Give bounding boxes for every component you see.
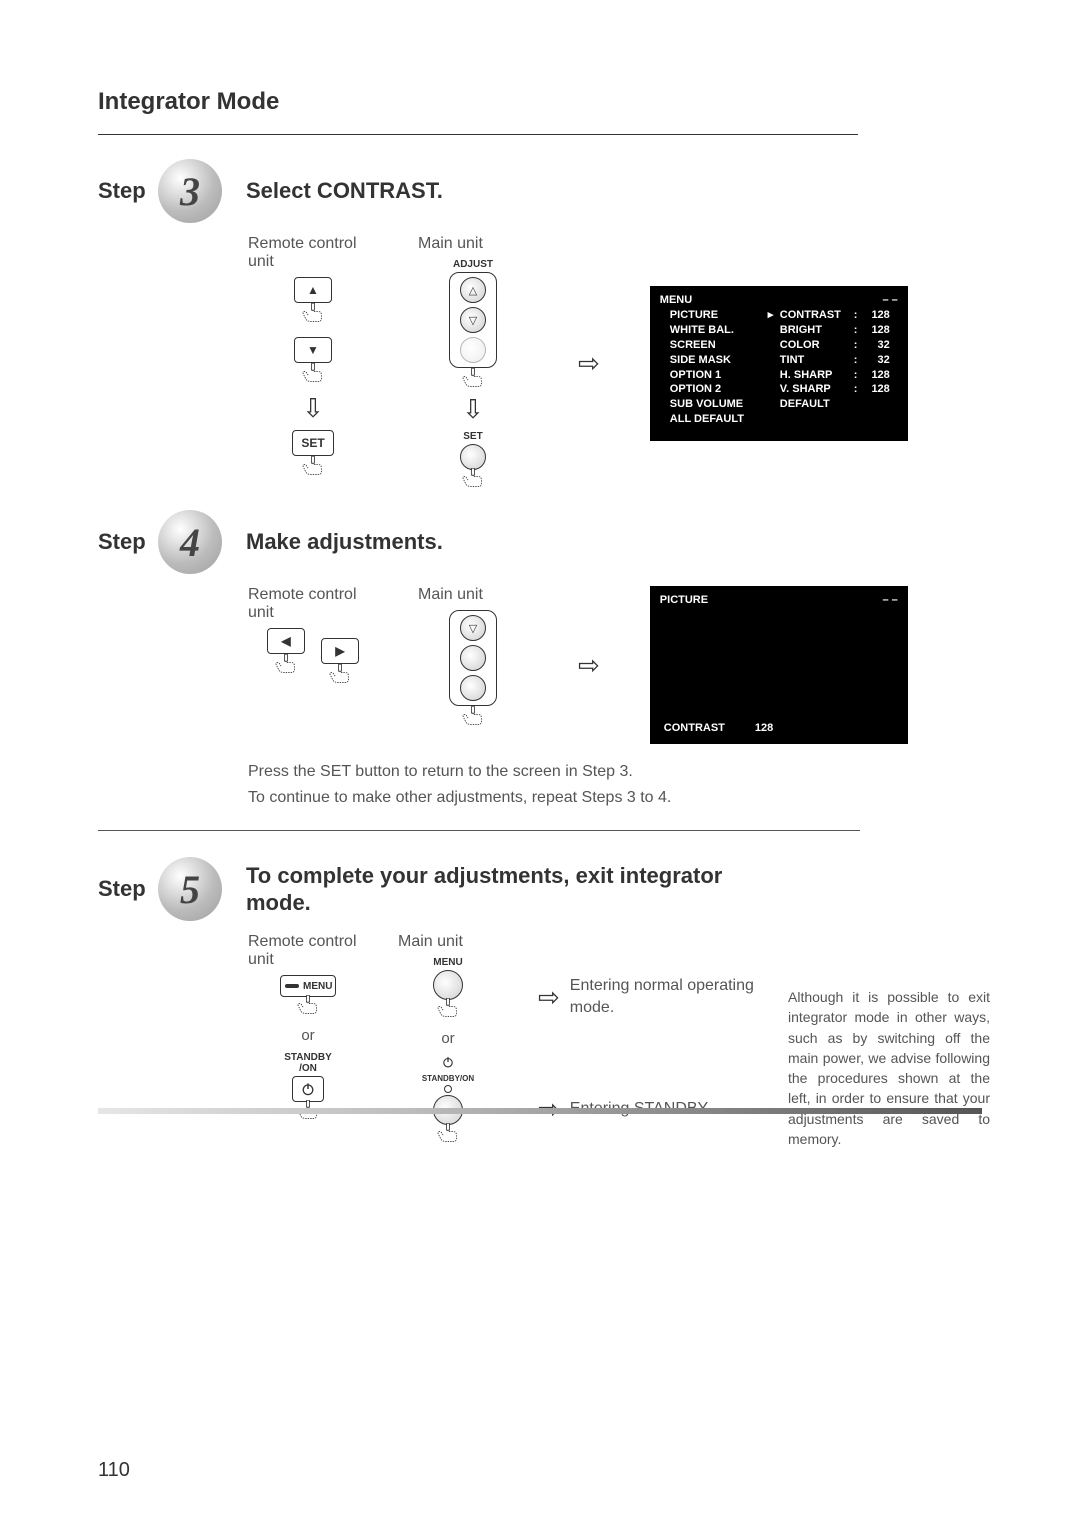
- remote-menu-button[interactable]: MENU: [280, 975, 336, 997]
- adjust-panel: ▽: [449, 610, 497, 706]
- section-title: Integrator Mode: [98, 88, 858, 135]
- adjust-panel: △ ▽: [449, 272, 497, 368]
- arrow-down-icon: ⇩: [418, 394, 528, 425]
- menu-left-item: SIDE MASK: [670, 353, 780, 368]
- standby-label: STANDBY /ON: [248, 1052, 368, 1074]
- step-word: Step: [98, 178, 158, 204]
- menu-dash: – –: [883, 294, 898, 306]
- step5-note: Although it is possible to exit integrat…: [788, 987, 990, 1165]
- hand-icon: [459, 368, 487, 388]
- adjust-up-knob[interactable]: △: [460, 277, 486, 303]
- hand-icon: [434, 998, 462, 1018]
- step-word: Step: [98, 876, 158, 902]
- adjust-down-knob[interactable]: [460, 675, 486, 701]
- menu-right-row: CONTRAST:128: [780, 308, 898, 323]
- remote-left-button[interactable]: ◀: [267, 628, 305, 654]
- menu-right-row: TINT:32: [780, 353, 898, 368]
- step4-header: Step 4 Make adjustments.: [98, 510, 990, 574]
- led-icon: [444, 1085, 452, 1093]
- menu-right-row: BRIGHT:128: [780, 323, 898, 338]
- remote-label: Remote control unit: [248, 235, 378, 271]
- step5-body: Remote control unit MENU or STANDBY /ON …: [248, 933, 788, 1147]
- step4-body-text1: Press the SET button to return to the sc…: [248, 760, 990, 784]
- adjust-up-knob[interactable]: ▽: [460, 615, 486, 641]
- step5-number: 5: [180, 866, 200, 913]
- set-knob[interactable]: [460, 444, 486, 470]
- result1: Entering normal operating mode.: [570, 975, 770, 1020]
- remote-right-button[interactable]: ▶: [321, 638, 359, 664]
- menu-right-row: DEFAULT: [780, 397, 898, 412]
- step3-circle: 3: [158, 159, 222, 223]
- menu-left-item: OPTION 1: [670, 368, 780, 383]
- remote-down-button[interactable]: ▼: [294, 337, 332, 363]
- step4-number: 4: [180, 519, 200, 566]
- step4-body-text2: To continue to make other adjustments, r…: [248, 786, 990, 810]
- main-menu-knob[interactable]: [433, 970, 463, 1000]
- step5-title: To complete your adjustments, exit integ…: [246, 862, 786, 917]
- step3-number: 3: [180, 168, 200, 215]
- remote-standby-button[interactable]: [292, 1076, 324, 1102]
- menu-right-row: V. SHARP:128: [780, 382, 898, 397]
- step5-circle: 5: [158, 857, 222, 921]
- or-label: or: [398, 1030, 498, 1047]
- arrow-down-icon: ⇩: [248, 393, 378, 424]
- step3-header: Step 3 Select CONTRAST.: [98, 159, 990, 223]
- step4-body: Remote control unit ◀ ▶ Main unit ▽: [248, 586, 990, 810]
- menu-left-item: SCREEN: [670, 338, 780, 353]
- remote-set-button[interactable]: SET: [292, 430, 334, 456]
- hand-icon: [459, 468, 487, 488]
- arrow-right-icon: ⇨: [578, 650, 600, 681]
- arrow-right-icon: ⇨: [538, 982, 560, 1013]
- hand-icon: [299, 363, 327, 383]
- menu-left-item: PICTURE: [670, 308, 780, 323]
- contrast-label: CONTRAST: [664, 722, 725, 734]
- menu-left-item: SUB VOLUME: [670, 397, 780, 412]
- adjust-down-knob[interactable]: ▽: [460, 307, 486, 333]
- hand-icon: [299, 456, 327, 476]
- osd-picture: PICTURE – – CONTRAST 128: [650, 586, 908, 744]
- hand-icon: [459, 706, 487, 726]
- step3-body: Remote control unit ▲ ▼ ⇩ SET Main unit: [248, 235, 990, 492]
- hand-icon: [434, 1123, 462, 1143]
- menu-title: MENU: [660, 294, 692, 306]
- standby-main-label: STANDBY/ON: [398, 1074, 498, 1083]
- adjust-knob[interactable]: [460, 337, 486, 363]
- contrast-value: 128: [755, 722, 773, 734]
- step5-header: Step 5 To complete your adjustments, exi…: [98, 857, 990, 921]
- mainunit-label: Main unit: [418, 235, 528, 253]
- mainunit-label: Main unit: [398, 933, 498, 951]
- step4-title: Make adjustments.: [246, 529, 443, 555]
- hand-icon: [272, 654, 300, 674]
- hand-icon: [299, 303, 327, 323]
- menu-right-row: COLOR:32: [780, 338, 898, 353]
- hand-icon: [326, 664, 354, 684]
- set-label-main: SET: [418, 431, 528, 442]
- adjust-knob[interactable]: [460, 645, 486, 671]
- picture-title: PICTURE: [660, 594, 708, 606]
- menu-left-item: ALL DEFAULT: [670, 412, 780, 427]
- page-number: 110: [98, 1459, 130, 1482]
- adjust-label: ADJUST: [418, 259, 528, 270]
- remote-label: Remote control unit: [248, 933, 368, 969]
- power-icon: [441, 1055, 455, 1069]
- step3-title: Select CONTRAST.: [246, 178, 443, 204]
- remote-up-button[interactable]: ▲: [294, 277, 332, 303]
- remote-label: Remote control unit: [248, 586, 378, 622]
- mainunit-label: Main unit: [418, 586, 528, 604]
- menu-right-row: H. SHARP:128: [780, 368, 898, 383]
- step4-circle: 4: [158, 510, 222, 574]
- osd-menu: MENU – – PICTUREWHITE BAL.SCREENSIDE MAS…: [650, 286, 908, 441]
- arrow-right-icon: ⇨: [578, 348, 600, 379]
- picture-dash: – –: [883, 594, 898, 606]
- menu-label-main: MENU: [398, 957, 498, 968]
- footer-gradient-bar: [98, 1108, 982, 1114]
- menu-left-item: OPTION 2: [670, 382, 780, 397]
- or-label: or: [248, 1027, 368, 1044]
- step-word: Step: [98, 529, 158, 555]
- hand-icon: [294, 995, 322, 1015]
- divider: [98, 830, 860, 831]
- menu-left-item: WHITE BAL.: [670, 323, 780, 338]
